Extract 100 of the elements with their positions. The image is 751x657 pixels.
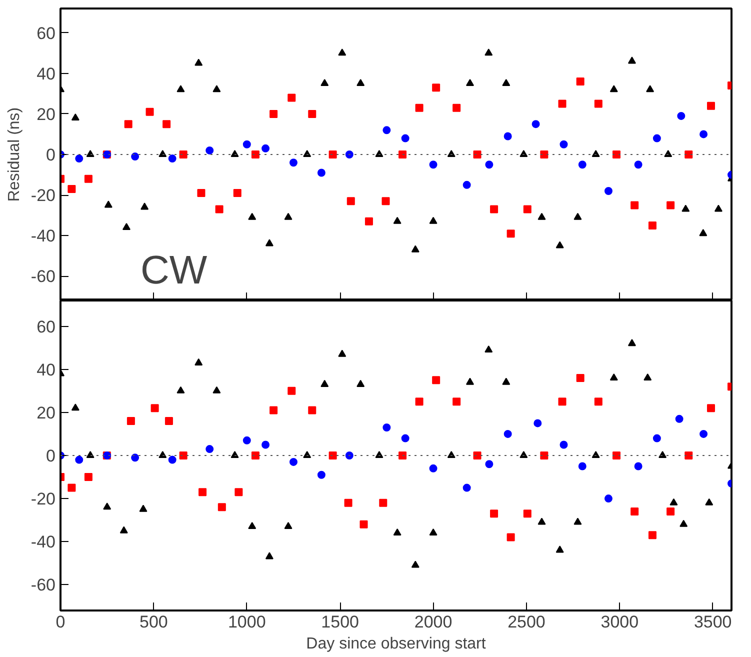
point bbox=[628, 56, 636, 64]
point bbox=[197, 189, 206, 198]
point bbox=[218, 503, 226, 512]
point bbox=[429, 216, 438, 224]
point bbox=[262, 144, 270, 152]
point bbox=[131, 152, 140, 161]
y-tick-label: -60 bbox=[30, 576, 56, 595]
y-tick-label: 0 bbox=[46, 146, 56, 164]
y-tick-label: -60 bbox=[30, 267, 56, 286]
point bbox=[484, 48, 493, 56]
point bbox=[328, 452, 337, 460]
point bbox=[317, 168, 326, 177]
point bbox=[398, 452, 407, 460]
point bbox=[578, 160, 586, 169]
point bbox=[646, 85, 654, 92]
y-tick-label: 40 bbox=[36, 360, 56, 380]
point bbox=[560, 440, 568, 449]
point bbox=[578, 462, 586, 470]
point bbox=[320, 380, 329, 387]
point bbox=[658, 450, 667, 458]
point bbox=[502, 378, 510, 385]
point bbox=[630, 201, 639, 210]
point bbox=[714, 204, 722, 212]
point bbox=[162, 120, 171, 128]
point bbox=[558, 398, 566, 406]
point bbox=[265, 552, 274, 560]
point bbox=[447, 150, 456, 158]
point bbox=[532, 120, 540, 128]
point bbox=[284, 212, 292, 220]
point bbox=[684, 452, 693, 460]
point bbox=[242, 436, 251, 444]
point bbox=[248, 522, 256, 530]
point bbox=[502, 78, 510, 86]
point bbox=[345, 150, 354, 158]
point bbox=[308, 110, 316, 118]
point bbox=[540, 452, 548, 460]
point bbox=[592, 150, 600, 158]
point bbox=[356, 78, 365, 86]
point bbox=[466, 78, 474, 86]
point bbox=[675, 414, 684, 423]
point bbox=[198, 488, 207, 496]
point bbox=[558, 100, 566, 108]
point bbox=[429, 464, 438, 472]
x-axis-title: Day since observing start bbox=[306, 636, 486, 652]
point bbox=[320, 78, 329, 86]
point bbox=[75, 456, 84, 464]
point bbox=[393, 216, 402, 224]
point bbox=[234, 488, 243, 496]
point bbox=[289, 158, 298, 167]
point bbox=[705, 498, 714, 506]
point bbox=[644, 373, 652, 381]
point bbox=[303, 150, 312, 158]
point bbox=[230, 150, 239, 158]
point bbox=[415, 104, 424, 112]
point bbox=[393, 528, 402, 536]
point bbox=[86, 450, 94, 458]
point bbox=[176, 386, 185, 394]
point bbox=[398, 150, 407, 158]
point bbox=[652, 134, 661, 142]
y-tick-label: -20 bbox=[30, 186, 56, 206]
point bbox=[379, 498, 388, 507]
point bbox=[556, 546, 564, 553]
point bbox=[700, 130, 708, 138]
point bbox=[677, 112, 686, 120]
point bbox=[447, 450, 456, 458]
point bbox=[126, 417, 135, 426]
x-tick-label: 500 bbox=[140, 612, 168, 632]
point bbox=[146, 108, 154, 116]
point bbox=[303, 450, 312, 458]
point bbox=[473, 150, 482, 158]
x-tick-label: 1500 bbox=[321, 612, 359, 632]
point bbox=[179, 452, 188, 460]
point bbox=[648, 221, 656, 230]
point bbox=[560, 140, 568, 148]
point bbox=[131, 454, 140, 462]
y-axis-title: Residual (ns) bbox=[6, 107, 23, 202]
point bbox=[158, 450, 167, 458]
point bbox=[86, 150, 94, 158]
point bbox=[634, 462, 642, 470]
point bbox=[344, 498, 352, 507]
point bbox=[360, 520, 368, 528]
point bbox=[124, 120, 132, 128]
point bbox=[71, 404, 80, 411]
point bbox=[706, 102, 715, 110]
point bbox=[356, 380, 365, 387]
point bbox=[523, 205, 532, 214]
y-tick-label: 40 bbox=[36, 64, 56, 84]
point bbox=[610, 373, 618, 381]
point bbox=[338, 48, 346, 56]
point bbox=[664, 150, 672, 158]
point bbox=[382, 126, 391, 134]
point bbox=[592, 450, 600, 458]
point bbox=[452, 104, 461, 112]
point bbox=[604, 187, 612, 195]
point bbox=[139, 504, 148, 512]
point bbox=[158, 150, 167, 158]
point bbox=[103, 502, 112, 510]
point bbox=[140, 202, 149, 210]
point bbox=[473, 452, 482, 460]
y-tick-label: 0 bbox=[46, 446, 56, 466]
